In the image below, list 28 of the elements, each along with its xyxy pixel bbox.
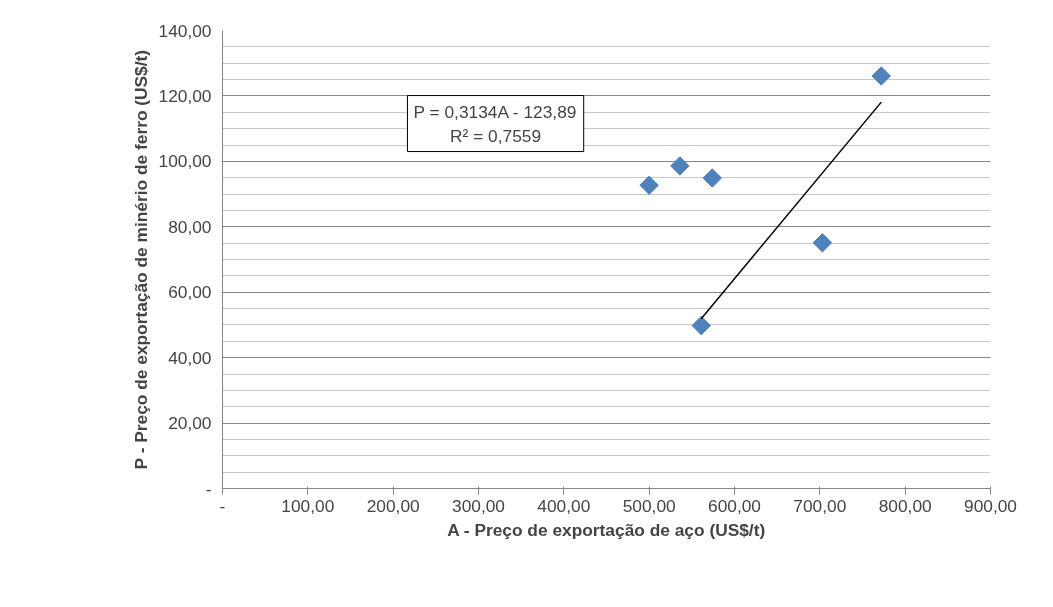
y-tick-label: 80,00 [168,216,212,237]
x-tick-label: 500,00 [622,495,676,516]
y-tick-label: 100,00 [158,151,212,172]
x-tick-label: 900,00 [964,495,1017,516]
y-tick-label: 60,00 [168,282,212,303]
x-tick-label: 700,00 [793,495,847,516]
x-tick-label: 100,00 [281,495,335,516]
point [812,233,833,253]
x-tick-label: - [219,495,226,516]
y-axis-title: P - Preço de exportação de minério de ferro (US$/t) [130,49,151,470]
point [691,315,711,336]
y-tick-label: - [205,478,212,499]
annotation: P = 0,3134A - 123,89 [413,101,577,122]
point [871,66,891,86]
y-tick-label: 40,00 [168,347,212,368]
y-tick-label: 120,00 [158,85,212,106]
x-tick-label: 300,00 [452,495,505,516]
point [639,175,659,195]
x-tick-label: 600,00 [708,495,761,516]
annotation: R² = 0,7559 [450,125,542,146]
y-tick-label: 140,00 [158,20,212,41]
x-tick-label: 800,00 [878,495,932,516]
x-tick-label: 400,00 [537,495,591,516]
point [670,156,690,176]
point [702,168,723,188]
y-tick-label: 20,00 [168,413,212,434]
x-axis-title: A - Preço de exportação de aço (US$/t) [447,519,766,540]
x-tick-label: 200,00 [366,495,420,516]
